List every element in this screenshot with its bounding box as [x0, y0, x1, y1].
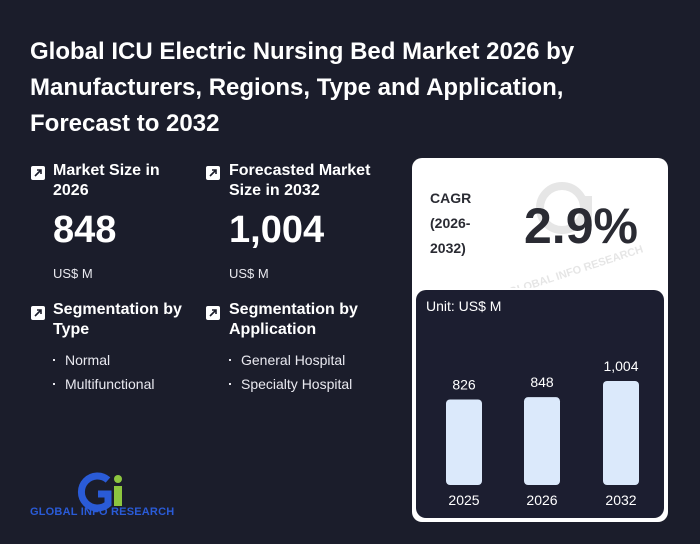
x-tick-label-2025: 2025: [448, 492, 479, 508]
market-size-value: 848: [53, 209, 117, 251]
list-item: Normal: [53, 348, 155, 372]
segmentation-type-list: Normal Multifunctional: [53, 348, 155, 396]
bar-chart-panel: Unit: US$ M 826 2025 848 2026 1,004 2032: [416, 290, 664, 518]
cagr-value: 2.9%: [524, 198, 638, 254]
arrow-up-right-icon: [206, 166, 220, 180]
forecast-unit: US$ M: [229, 266, 269, 281]
cagr-label: CAGR (2026-2032): [430, 190, 472, 256]
bar-chart: 826 2025 848 2026 1,004 2032: [446, 358, 639, 508]
data-label-2032: 1,004: [603, 358, 638, 374]
company-logo: [77, 472, 122, 512]
bar-2026: [524, 397, 560, 485]
forecast-label: Forecasted Market Size in 2032: [229, 162, 371, 199]
arrow-up-right-icon: [31, 306, 45, 320]
watermark-logo: GLOBAL INFO RESEARCH: [508, 182, 645, 288]
chart-unit-label: Unit: US$ M: [426, 298, 502, 314]
bar-2032: [603, 381, 639, 485]
market-size-unit: US$ M: [53, 266, 93, 281]
x-tick-label-2032: 2032: [605, 492, 636, 508]
segmentation-application-list: General Hospital Specialty Hospital: [229, 348, 352, 396]
segmentation-application-label: Segmentation by Application: [229, 301, 358, 338]
x-tick-label-2026: 2026: [526, 492, 557, 508]
page-title: Global ICU Electric Nursing Bed Market 2…: [30, 38, 575, 137]
market-size-label: Market Size in 2026: [53, 162, 160, 199]
data-label-2026: 848: [530, 374, 554, 390]
bar-2025: [446, 399, 482, 485]
forecast-value: 1,004: [229, 209, 325, 251]
cagr-card: GLOBAL INFO RESEARCH CAGR (2026-2032) 2.…: [412, 158, 668, 522]
list-item: General Hospital: [229, 348, 352, 372]
data-label-2025: 826: [452, 376, 476, 392]
arrow-up-right-icon: [31, 166, 45, 180]
segmentation-type-label: Segmentation by Type: [53, 301, 182, 338]
arrow-up-right-icon: [206, 306, 220, 320]
list-item: Multifunctional: [53, 372, 155, 396]
logo-text: GLOBAL INFO RESEARCH: [30, 506, 175, 518]
list-item: Specialty Hospital: [229, 372, 352, 396]
